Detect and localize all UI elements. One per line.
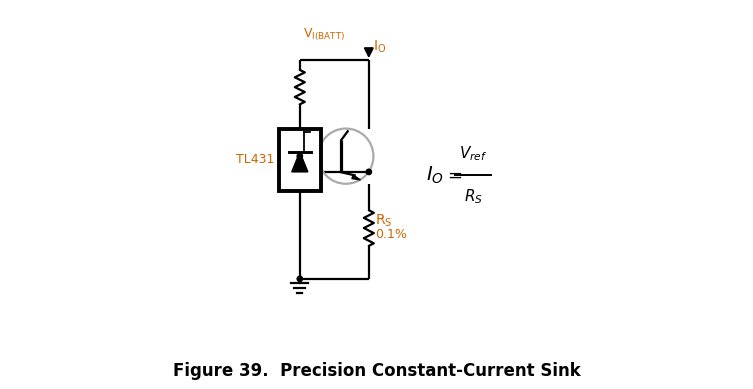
Text: TL431: TL431 [236, 154, 274, 166]
Bar [279, 129, 321, 191]
Text: $R_S$: $R_S$ [464, 187, 483, 206]
Text: =: = [447, 166, 462, 184]
Text: $\mathregular{V_{I(BATT)}}$: $\mathregular{V_{I(BATT)}}$ [303, 26, 345, 43]
Circle shape [297, 276, 303, 282]
Circle shape [366, 169, 371, 175]
Text: $\mathregular{R_S}$: $\mathregular{R_S}$ [375, 213, 393, 230]
Text: $\mathregular{I_O}$: $\mathregular{I_O}$ [373, 39, 387, 55]
Polygon shape [352, 175, 361, 180]
Text: $I_O$: $I_O$ [425, 165, 444, 186]
Text: $V_{ref}$: $V_{ref}$ [459, 144, 487, 163]
Text: Figure 39.  Precision Constant-Current Sink: Figure 39. Precision Constant-Current Si… [172, 362, 581, 380]
Circle shape [297, 154, 303, 159]
Text: 0.1%: 0.1% [375, 228, 407, 242]
Polygon shape [291, 152, 308, 172]
